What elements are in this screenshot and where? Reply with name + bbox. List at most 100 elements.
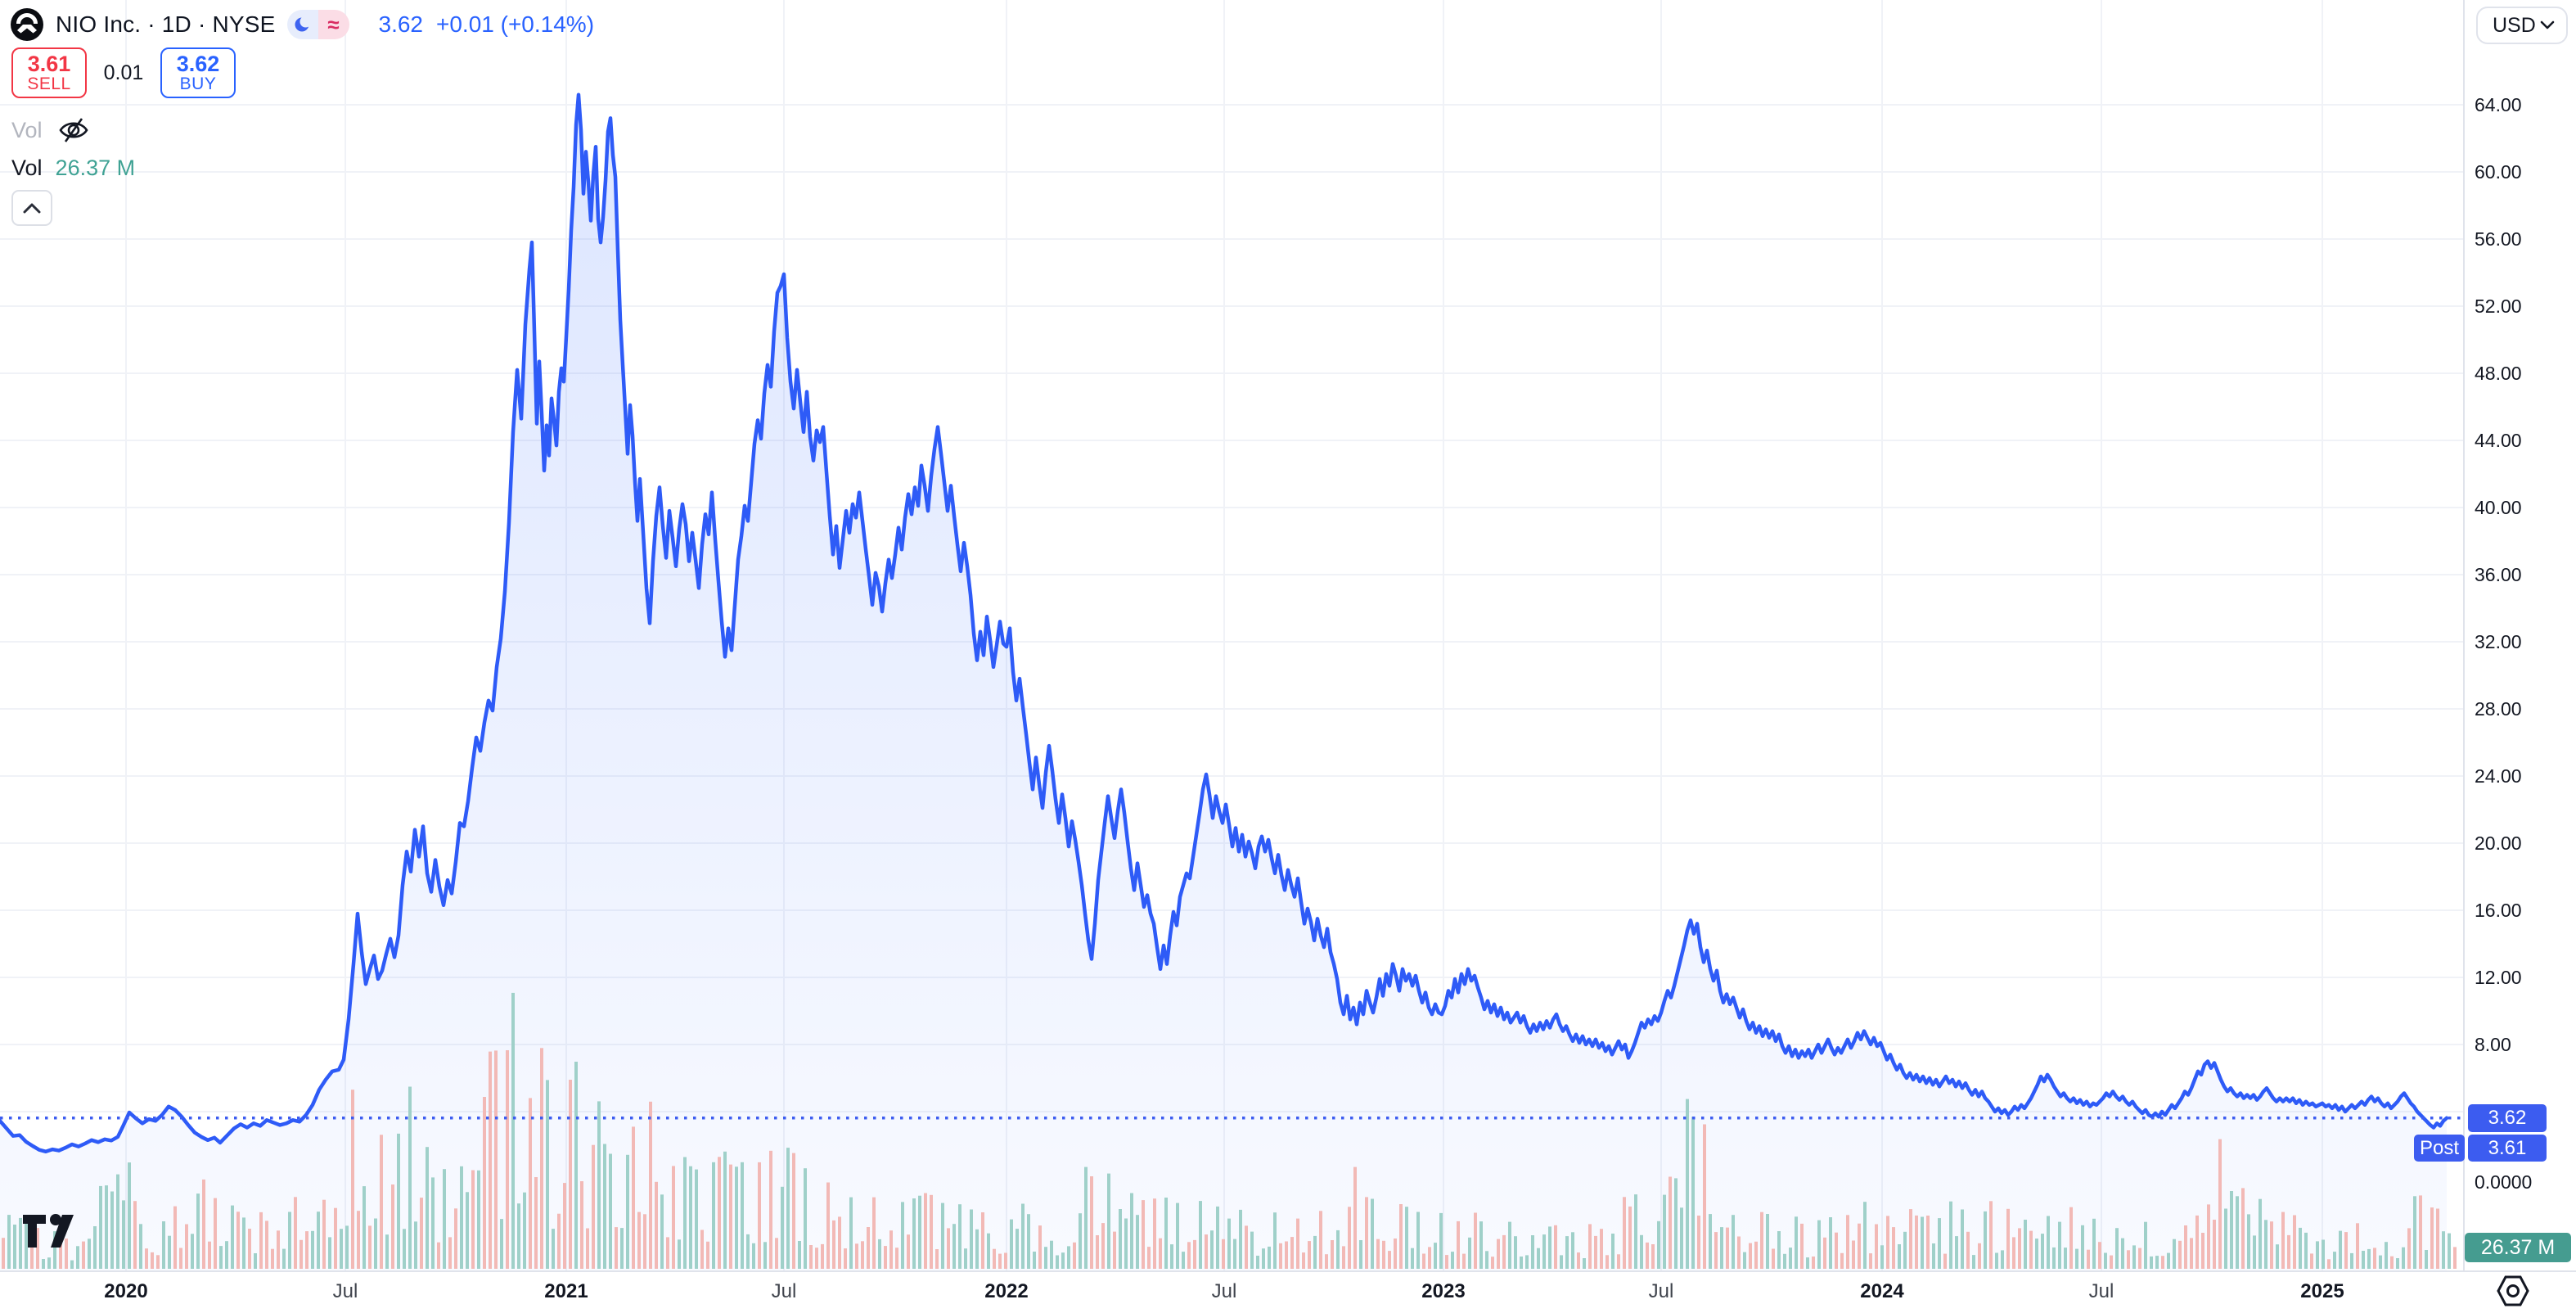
- volume-bar: [1898, 1244, 1901, 1269]
- volume-legend-row[interactable]: Vol 26.37 M: [11, 156, 135, 181]
- volume-bar: [236, 1211, 240, 1269]
- buy-button[interactable]: 3.62 BUY: [160, 47, 236, 98]
- volume-bar: [2052, 1247, 2056, 1269]
- symbol-title[interactable]: NIO Inc. · 1D · NYSE: [56, 11, 276, 37]
- volume-bar: [168, 1235, 171, 1269]
- price-axis-label: 44.00: [2475, 430, 2522, 451]
- sell-button[interactable]: 3.61 SELL: [11, 47, 87, 98]
- volume-bar: [1766, 1214, 1769, 1269]
- volume-bar: [2075, 1248, 2078, 1269]
- volume-bar: [1353, 1166, 1357, 1269]
- volume-bar: [231, 1205, 234, 1269]
- volume-bar: [1966, 1231, 1970, 1269]
- volume-bar: [1050, 1240, 1053, 1269]
- volume-bar: [683, 1157, 687, 1269]
- volume-bar: [2115, 1228, 2119, 1269]
- volume-bar: [116, 1174, 119, 1269]
- volume-bar: [351, 1090, 354, 1269]
- price-axis-zero-label: 0.0000: [2475, 1171, 2533, 1193]
- volume-bar: [523, 1192, 526, 1269]
- price-axis-label: 40.00: [2475, 497, 2522, 518]
- volume-bar: [2436, 1208, 2439, 1269]
- volume-bar: [191, 1234, 194, 1269]
- volume-bar: [2184, 1225, 2187, 1269]
- tradingview-logo[interactable]: [21, 1213, 75, 1249]
- volume-bar: [1038, 1225, 1042, 1269]
- volume-bar: [1428, 1247, 1431, 1269]
- volume-bar: [1623, 1197, 1626, 1269]
- eye-off-icon[interactable]: [57, 116, 90, 144]
- volume-bar: [1142, 1200, 1145, 1269]
- volume-bar: [998, 1253, 1002, 1269]
- volume-bar: [305, 1231, 308, 1269]
- volume-bar: [2018, 1228, 2021, 1269]
- volume-bar: [208, 1241, 211, 1269]
- price-chart[interactable]: [0, 0, 2463, 1270]
- price-axis-label: 32.00: [2475, 631, 2522, 652]
- volume-bar: [1961, 1209, 1964, 1269]
- volume-bar: [798, 1241, 801, 1269]
- volume-bar: [139, 1224, 142, 1269]
- volume-bar: [1193, 1239, 1196, 1269]
- trade-panel: 3.61 SELL 0.01 3.62 BUY: [11, 47, 236, 98]
- price-axis-label: 20.00: [2475, 832, 2522, 854]
- volume-bar: [1646, 1242, 1649, 1269]
- volume-bar: [2430, 1207, 2434, 1269]
- symbol-legend[interactable]: NIO Inc. · 1D · NYSE ≈ 3.62 +0.01 (+0.14…: [10, 7, 594, 43]
- volume-bar: [540, 1048, 543, 1269]
- volume-bar: [958, 1204, 961, 1269]
- volume-bar: [941, 1202, 944, 1269]
- volume-bar: [1348, 1207, 1351, 1269]
- volume-bar: [689, 1166, 692, 1269]
- volume-bar: [895, 1248, 898, 1269]
- volume-bar: [2310, 1253, 2313, 1269]
- volume-bar: [1147, 1247, 1151, 1269]
- volume-bar: [1846, 1215, 1849, 1269]
- volume-bar: [1170, 1244, 1173, 1269]
- volume-bar: [1457, 1221, 1460, 1269]
- volume-bar: [7, 1215, 11, 1269]
- volume-bar: [1858, 1223, 1861, 1269]
- volume-bar: [1285, 1241, 1288, 1269]
- pane-settings-gear-icon[interactable]: [2494, 1274, 2532, 1308]
- volume-bar: [1806, 1257, 1809, 1269]
- volume-bar: [88, 1239, 91, 1269]
- volume-bar: [2029, 1230, 2033, 1269]
- volume-bar: [2293, 1215, 2296, 1269]
- volume-value-badge: 26.37 M: [2465, 1233, 2571, 1262]
- volume-bar: [1720, 1227, 1723, 1269]
- volume-bar: [2190, 1238, 2193, 1269]
- volume-bar: [729, 1164, 732, 1269]
- volume-bar: [2064, 1248, 2067, 1269]
- buy-price: 3.62: [176, 51, 220, 76]
- volume-bar: [947, 1228, 950, 1269]
- volume-bar: [924, 1193, 927, 1269]
- volume-bar: [2264, 1220, 2268, 1269]
- volume-bar: [1497, 1239, 1500, 1269]
- volume-bar: [1004, 1252, 1007, 1269]
- volume-bar: [368, 1225, 372, 1269]
- volume-bar: [1697, 1216, 1700, 1269]
- volume-bar: [1342, 1246, 1345, 1269]
- volume-bar: [1926, 1216, 1930, 1269]
- volume-bar: [804, 1168, 807, 1269]
- volume-bar: [1365, 1197, 1368, 1269]
- collapse-legend-button[interactable]: [11, 190, 52, 226]
- volume-bar: [179, 1248, 182, 1269]
- volume-bar: [2247, 1214, 2250, 1269]
- volume-bar: [637, 1211, 641, 1269]
- volume-bar: [534, 1177, 538, 1269]
- price-axis[interactable]: 64.00 60.00 56.00 52.00 48.00 44.00 40.00 36.00…: [2463, 0, 2576, 1270]
- volume-bar: [1892, 1227, 1895, 1269]
- volume-bar: [815, 1248, 818, 1269]
- volume-bar: [36, 1228, 39, 1269]
- volume-bar: [1033, 1252, 1036, 1269]
- volume-bar: [741, 1162, 744, 1269]
- volume-bar: [1663, 1194, 1666, 1269]
- volume-bar: [59, 1242, 62, 1269]
- time-axis[interactable]: 2020 Jul 2021 Jul 2022 Jul 2023 Jul 2024 Jul 2025: [0, 1270, 2576, 1313]
- volume-bar: [1399, 1204, 1403, 1269]
- volume-bar: [1101, 1223, 1105, 1269]
- price-axis-label: 24.00: [2475, 765, 2522, 787]
- currency-selector[interactable]: USD: [2476, 7, 2568, 44]
